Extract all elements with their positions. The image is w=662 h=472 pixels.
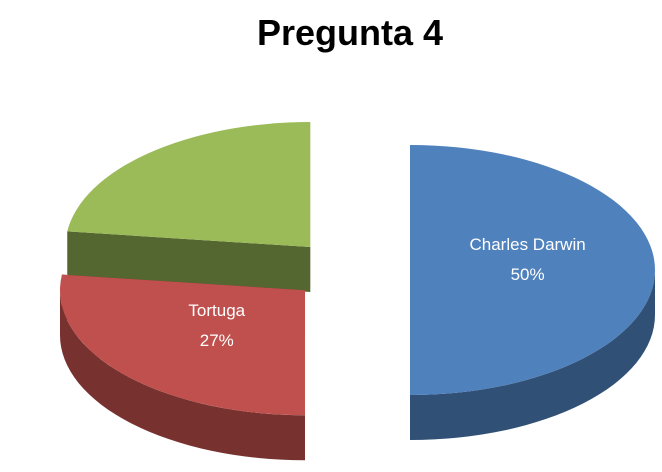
value-label: 27% (199, 330, 234, 350)
value-label: 50% (510, 265, 545, 284)
slice (410, 145, 655, 395)
slice (59, 274, 305, 416)
slice-wall (410, 270, 655, 440)
slice-wall (59, 290, 305, 461)
chart-title: Pregunta 4 (256, 12, 444, 53)
category-label: Charles Darwin (469, 235, 586, 254)
slice-side (67, 231, 311, 293)
data-label: Charles Darwin 50% (438, 230, 618, 290)
slice (67, 122, 311, 248)
data-label: Tortuga 27% (127, 296, 307, 356)
category-label: Tortuga (188, 300, 246, 320)
